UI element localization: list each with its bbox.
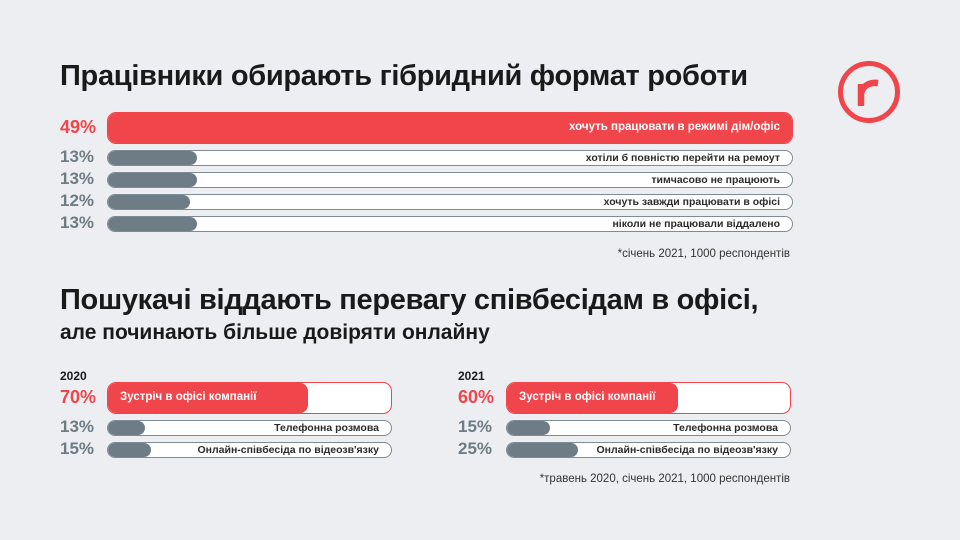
- bar-track: хочуть працювати в режимі дім/офіс: [107, 112, 793, 144]
- bar: [108, 443, 151, 457]
- bar-percent-label: 13%: [60, 147, 104, 167]
- bar-track: Зустріч в офісі компанії: [506, 382, 791, 414]
- brand-logo-icon: [838, 61, 900, 123]
- bar-category-label: Телефонна розмова: [673, 421, 778, 435]
- bar: [108, 151, 197, 165]
- bar-percent-label: 15%: [60, 439, 104, 459]
- bar-track: ніколи не працювали віддалено: [107, 216, 793, 232]
- bar-category-label: хочуть працювати в режимі дім/офіс: [569, 113, 780, 142]
- chart2-title: Пошукачі віддають перевагу співбесідам в…: [60, 284, 758, 317]
- bar-percent-label: 12%: [60, 191, 104, 211]
- chart1-note: *січень 2021, 1000 респондентів: [618, 248, 790, 260]
- bar-category-label: Онлайн-співбесіда по відеозв'язку: [197, 443, 379, 457]
- bar-track: Онлайн-співбесіда по відеозв'язку: [107, 442, 392, 458]
- bar-percent-label: 13%: [60, 213, 104, 233]
- bar-category-label: хотіли б повністю перейти на ремоут: [586, 151, 780, 165]
- bar-category-label: Зустріч в офісі компанії: [519, 383, 655, 412]
- bar-track: Телефонна розмова: [107, 420, 392, 436]
- bar-category-label: Зустріч в офісі компанії: [120, 383, 256, 412]
- chart2-subtitle: але починають більше довіряти онлайну: [60, 321, 490, 345]
- chart2-note: *травень 2020, січень 2021, 1000 респонд…: [540, 473, 790, 485]
- bar-category-label: Телефонна розмова: [274, 421, 379, 435]
- bar-category-label: хочуть завжди працювати в офісі: [604, 195, 780, 209]
- bar: [507, 443, 578, 457]
- bar-percent-label: 15%: [458, 417, 502, 437]
- bar: [507, 421, 550, 435]
- year-2021-label: 2021: [458, 369, 485, 383]
- bar-percent-label: 49%: [60, 117, 104, 138]
- bar: [108, 421, 145, 435]
- bar-category-label: ніколи не працювали віддалено: [612, 217, 780, 231]
- bar-track: хотіли б повністю перейти на ремоут: [107, 150, 793, 166]
- bar-percent-label: 70%: [60, 387, 104, 408]
- bar-track: Зустріч в офісі компанії: [107, 382, 392, 414]
- bar: [108, 195, 190, 209]
- bar-percent-label: 13%: [60, 169, 104, 189]
- bar: [108, 217, 197, 231]
- bar-category-label: Онлайн-співбесіда по відеозв'язку: [596, 443, 778, 457]
- bar-percent-label: 13%: [60, 417, 104, 437]
- year-2020-label: 2020: [60, 369, 87, 383]
- chart1-title: Працівники обирають гібридний формат роб…: [60, 60, 748, 93]
- bar-track: Онлайн-співбесіда по відеозв'язку: [506, 442, 791, 458]
- bar-track: тимчасово не працюють: [107, 172, 793, 188]
- bar-percent-label: 60%: [458, 387, 502, 408]
- bar: [108, 173, 197, 187]
- bar-track: хочуть завжди працювати в офісі: [107, 194, 793, 210]
- bar-percent-label: 25%: [458, 439, 502, 459]
- bar-track: Телефонна розмова: [506, 420, 791, 436]
- bar-category-label: тимчасово не працюють: [651, 173, 780, 187]
